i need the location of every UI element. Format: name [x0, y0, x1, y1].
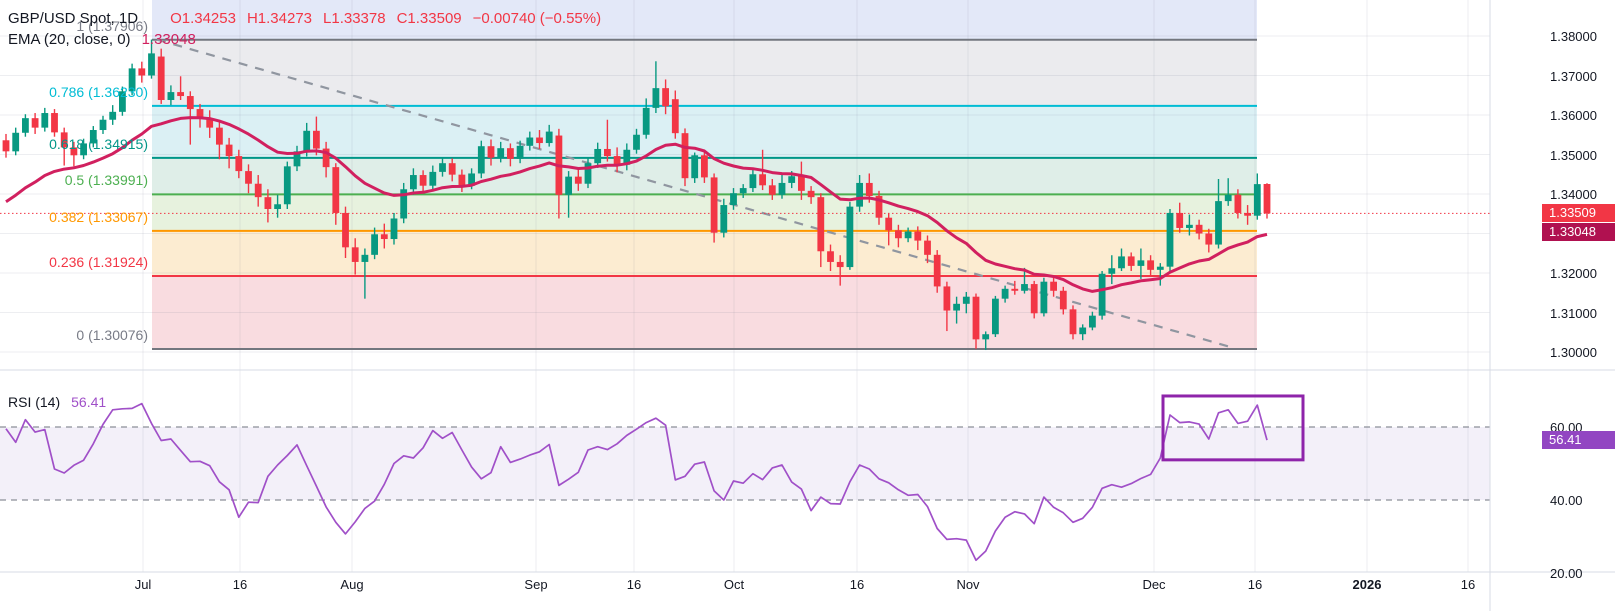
rsi-band: [0, 427, 1490, 500]
rsi-legend: RSI (14) 56.41: [8, 394, 106, 410]
time-axis-label: Jul: [134, 577, 152, 592]
time-axis-label: Aug: [340, 577, 364, 592]
ema-line[interactable]: [5, 116, 1268, 293]
fib-level-label: 0.5 (1.33991): [64, 172, 148, 189]
rsi-axis-label: 20.00: [1550, 566, 1583, 581]
fib-level-label: 0 (1.30076): [76, 326, 148, 343]
price-axis-label: 1.34000: [1550, 187, 1597, 202]
time-axis-label: 16: [1460, 577, 1476, 592]
price-axis-label: 1.38000: [1550, 29, 1597, 44]
ema-legend: EMA (20, close, 0) 1.33048: [8, 31, 196, 48]
time-axis-label: 2026: [1352, 577, 1382, 592]
ema-indicator-label[interactable]: EMA (20, close, 0): [8, 31, 131, 48]
ema-price-badge: 1.33048: [1542, 223, 1615, 242]
ema-value: 1.33048: [141, 31, 196, 48]
rsi-value-badge: 56.41: [1542, 431, 1615, 450]
time-axis-label: 16: [232, 577, 248, 592]
main-symbol-legend: GBP/USD Spot, 1D O1.34253 H1.34273 L1.33…: [8, 10, 601, 27]
rsi-indicator-label[interactable]: RSI (14): [8, 394, 61, 410]
fib-level-label: 0.382 (1.33067): [49, 208, 148, 225]
last-price-badge: 1.33509: [1542, 204, 1615, 223]
fib-level-label: 0.618 (1.34915): [49, 135, 148, 152]
ohlc-open: O1.34253: [170, 10, 236, 27]
price-axis-label: 1.37000: [1550, 68, 1597, 84]
symbol-title[interactable]: GBP/USD Spot, 1D: [8, 10, 139, 27]
gridlines: [0, 0, 1490, 572]
price-axis-label: 1.31000: [1550, 305, 1597, 321]
fib-level-label: 0.786 (1.36230): [49, 83, 148, 100]
price-axis-label: 1.35000: [1550, 147, 1597, 163]
rsi-annotation-box[interactable]: [1161, 394, 1305, 462]
rsi-axis-label: 40.00: [1550, 493, 1583, 508]
fib-level-label: 1 (1.37906): [76, 17, 148, 34]
price-axis-label: 1.36000: [1550, 108, 1597, 123]
ohlc-close: C1.33509: [396, 10, 462, 27]
time-axis-label: 16: [626, 577, 642, 592]
time-axis-label: Sep: [524, 577, 548, 592]
time-axis-label: Dec: [1142, 577, 1166, 592]
candles: [2, 39, 1271, 351]
fib-level-label: 0.236 (1.31924): [49, 254, 148, 270]
ohlc-high: H1.34273: [246, 10, 313, 27]
ohlc-low: L1.33378: [323, 10, 386, 27]
ohlc-change: −0.00740 (−0.55%): [472, 10, 602, 27]
price-axis-label: 1.30000: [1550, 345, 1597, 360]
time-axis-label: 16: [849, 577, 865, 592]
rsi-line[interactable]: [5, 402, 1268, 562]
time-axis-label: Oct: [723, 577, 745, 592]
time-axis-label: Nov: [956, 577, 980, 592]
rsi-value: 56.41: [71, 394, 107, 410]
time-axis-label: 16: [1247, 577, 1263, 592]
price-axis-label: 1.32000: [1550, 266, 1597, 281]
